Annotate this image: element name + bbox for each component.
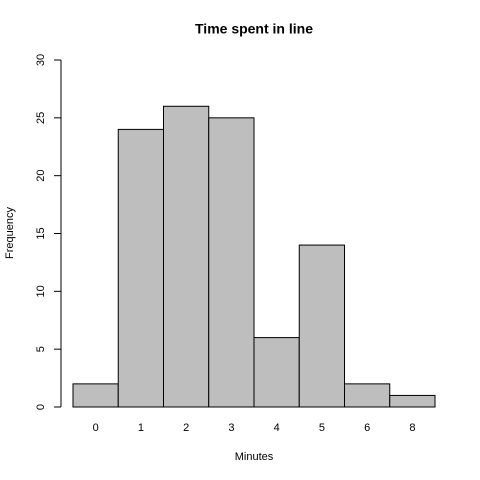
bar xyxy=(344,383,391,408)
bar xyxy=(389,394,436,408)
x-tick-label: 8 xyxy=(409,422,415,434)
y-tick-label: 25 xyxy=(35,112,47,124)
x-tick-label: 5 xyxy=(319,422,325,434)
x-tick-label: 1 xyxy=(138,422,144,434)
y-tick-label: 10 xyxy=(35,285,47,297)
bar xyxy=(72,383,119,408)
x-axis-label: Minutes xyxy=(235,451,274,463)
x-tick-label: 4 xyxy=(274,422,280,434)
y-tick-label: 5 xyxy=(35,346,47,352)
y-tick-label: 20 xyxy=(35,170,47,182)
y-axis-label: Frequency xyxy=(4,207,16,259)
chart-title: Time spent in line xyxy=(195,21,313,37)
x-tick-label: 6 xyxy=(364,422,370,434)
y-tick-label: 15 xyxy=(35,227,47,239)
y-tick-label: 30 xyxy=(35,54,47,66)
x-tick-label: 3 xyxy=(228,422,234,434)
x-tick-label: 2 xyxy=(183,422,189,434)
bar xyxy=(253,337,300,408)
x-tick-label: 0 xyxy=(93,422,99,434)
bar xyxy=(208,117,255,408)
bar xyxy=(163,105,210,408)
bar xyxy=(117,128,164,408)
y-tick-label: 0 xyxy=(35,404,47,410)
bar xyxy=(298,244,345,408)
